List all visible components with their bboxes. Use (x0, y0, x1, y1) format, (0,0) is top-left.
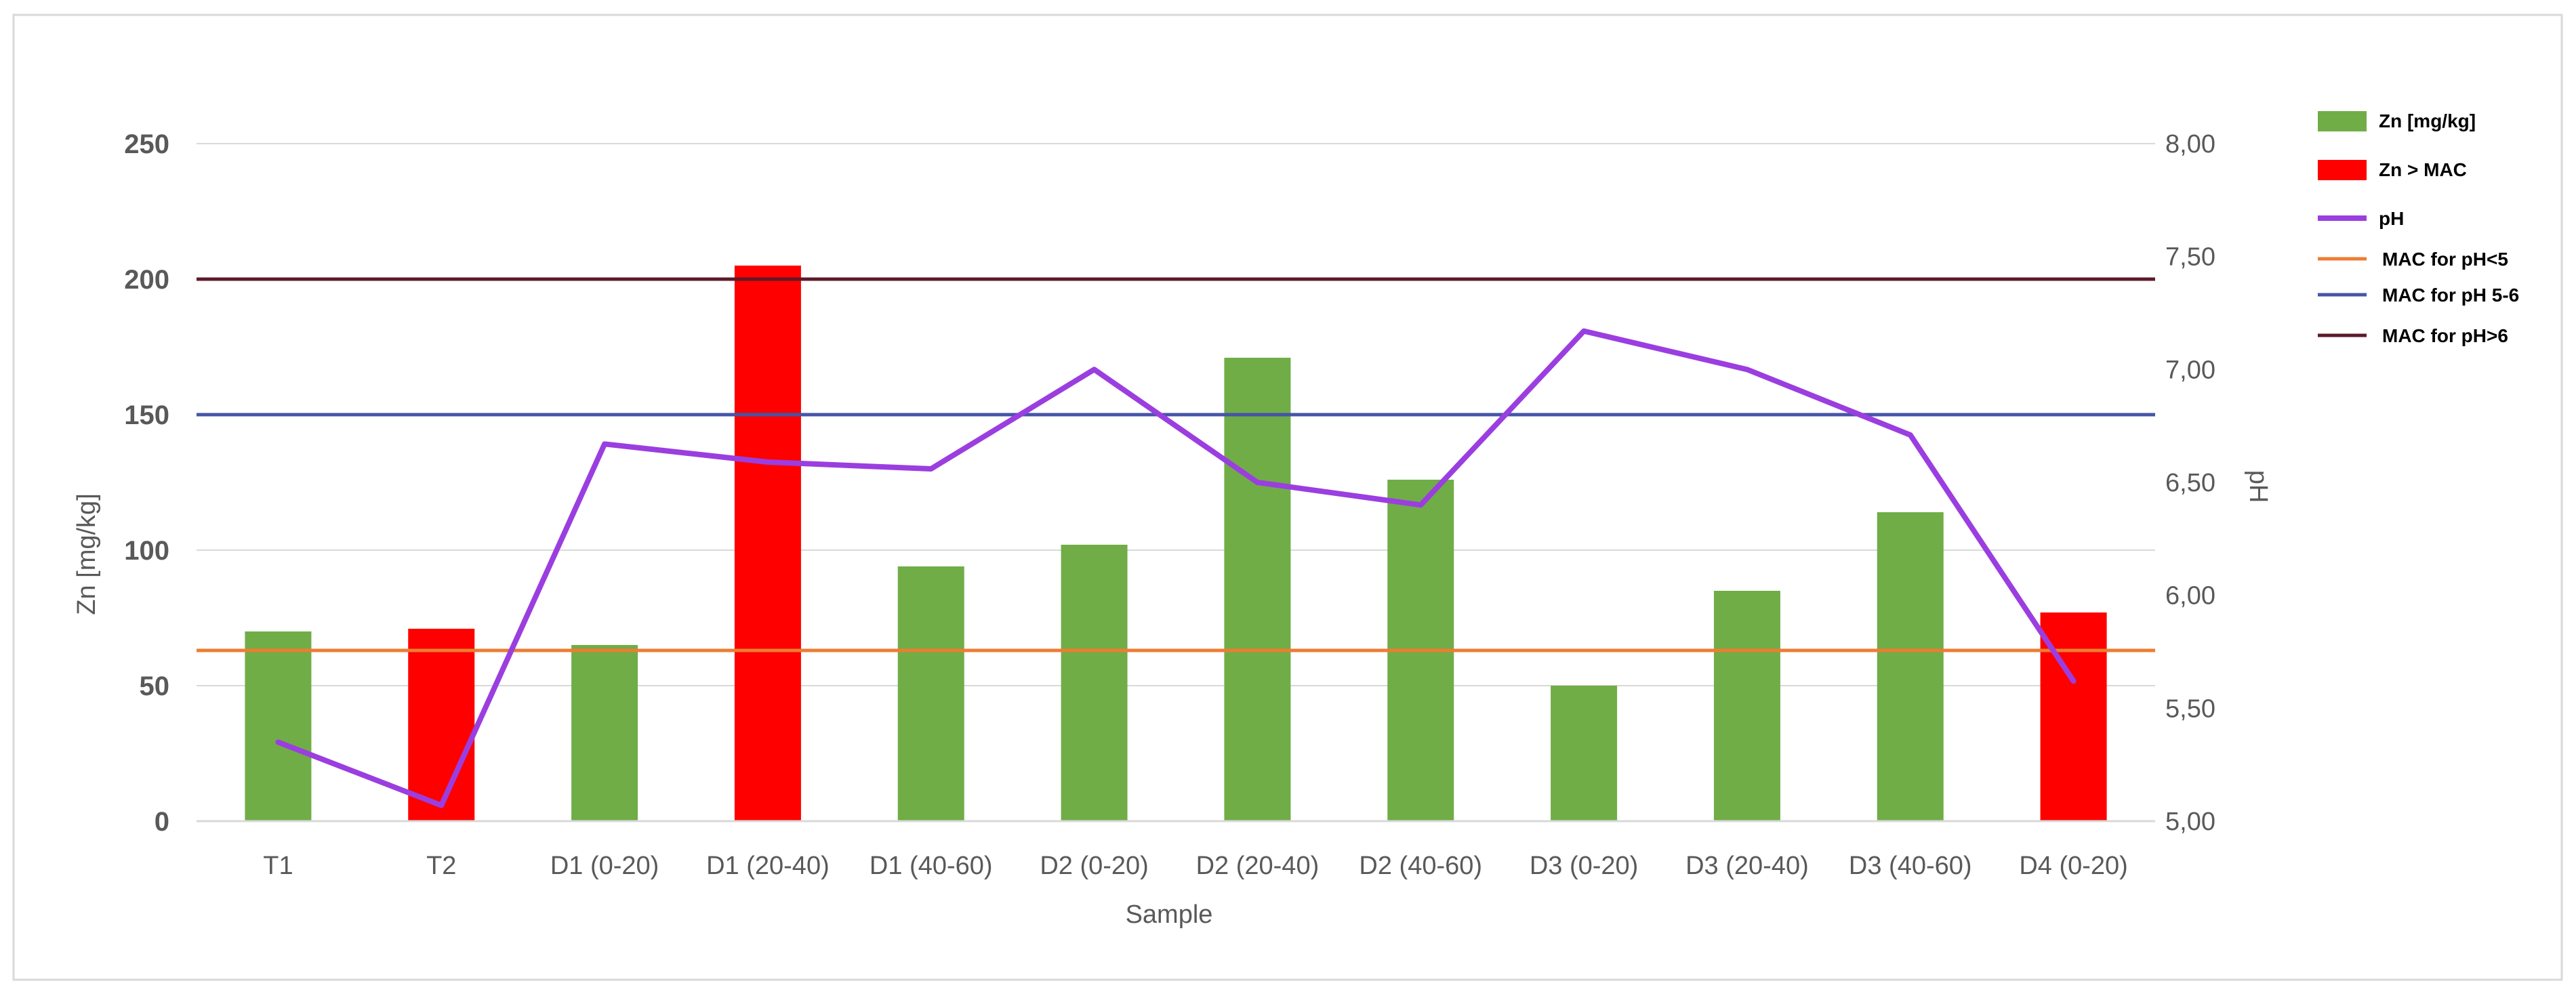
legend-label: MAC for pH 5-6 (2382, 285, 2519, 306)
bar (1714, 591, 1780, 821)
y2-tick-label: 5,50 (2165, 694, 2215, 723)
legend-label: Zn [mg/kg] (2379, 110, 2476, 131)
y2-tick-label: 5,00 (2165, 808, 2215, 836)
x-tick-label: D1 (20-40) (706, 852, 830, 880)
bar (1877, 512, 1944, 821)
legend-label: pH (2379, 208, 2404, 229)
legend-label: Zn > MAC (2379, 159, 2467, 180)
bar (735, 266, 801, 821)
bar (571, 645, 638, 821)
y-tick-label: 150 (124, 400, 169, 430)
legend-swatch (2318, 111, 2367, 131)
x-tick-label: T1 (263, 852, 293, 880)
legend-label: MAC for pH<5 (2382, 249, 2508, 270)
x-tick-label: T2 (426, 852, 456, 880)
x-tick-label: D2 (0-20) (1040, 852, 1149, 880)
y2-tick-label: 6,00 (2165, 582, 2215, 610)
x-axis-title: Sample (1126, 900, 1213, 929)
y2-axis-title: pH (2244, 470, 2272, 503)
y-tick-label: 50 (140, 671, 170, 701)
x-tick-label: D3 (20-40) (1685, 852, 1809, 880)
y2-tick-label: 7,00 (2165, 356, 2215, 384)
bar (408, 629, 474, 821)
legend-swatch (2318, 160, 2367, 180)
y2-tick-label: 8,00 (2165, 130, 2215, 159)
x-tick-label: D3 (40-60) (1849, 852, 1972, 880)
legend-label: MAC for pH>6 (2382, 325, 2508, 346)
x-tick-label: D3 (0-20) (1530, 852, 1639, 880)
x-tick-label: D2 (20-40) (1196, 852, 1320, 880)
y-tick-label: 250 (124, 129, 169, 159)
x-tick-label: D4 (0-20) (2019, 852, 2128, 880)
y2-tick-label: 7,50 (2165, 243, 2215, 272)
bar (898, 566, 964, 821)
bar (1551, 686, 1617, 821)
bar (1224, 358, 1290, 821)
bar (1061, 545, 1128, 821)
bar (245, 631, 311, 821)
y2-tick-label: 6,50 (2165, 469, 2215, 497)
x-tick-label: D1 (40-60) (870, 852, 993, 880)
y-axis-title: Zn [mg/kg] (73, 493, 101, 615)
x-tick-label: D2 (40-60) (1359, 852, 1482, 880)
x-tick-label: D1 (0-20) (550, 852, 659, 880)
y-tick-label: 0 (155, 807, 169, 837)
y-tick-label: 200 (124, 265, 169, 295)
y-tick-label: 100 (124, 536, 169, 566)
